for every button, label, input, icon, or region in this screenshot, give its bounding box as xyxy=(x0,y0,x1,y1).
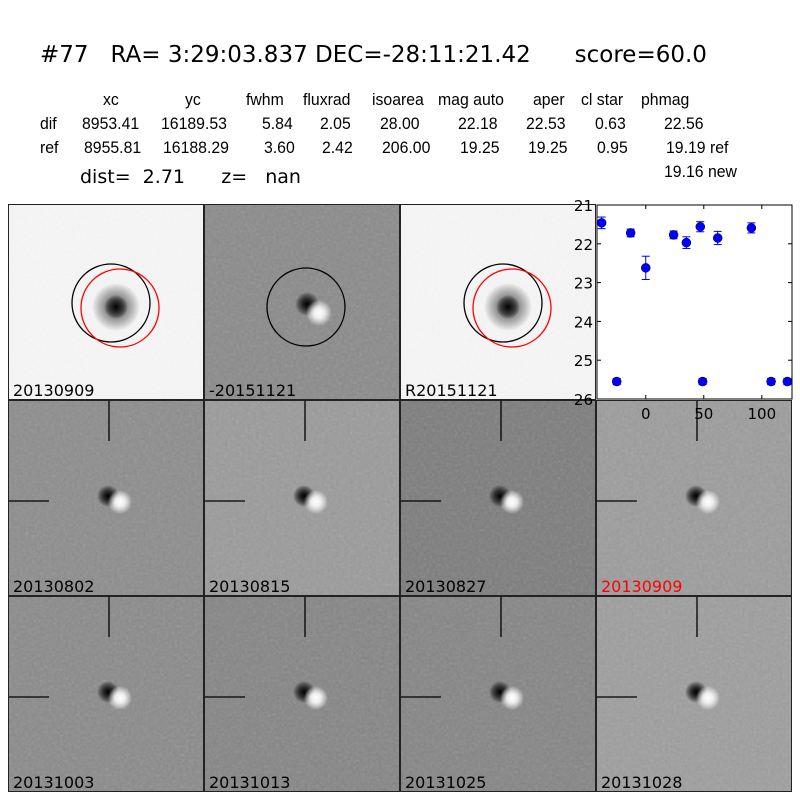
aperture-circle xyxy=(463,263,543,343)
cutout-image xyxy=(401,597,595,791)
column-header: cl star xyxy=(581,90,624,109)
data-point xyxy=(681,237,692,248)
table-cell: 16188.29 xyxy=(163,138,229,157)
table-cell: 19.19 ref xyxy=(666,138,729,157)
cutout-panel: 20131013 xyxy=(204,596,400,792)
cutout-panel: 20130827 xyxy=(400,400,596,596)
lightcurve-plot: 21 22 23 24 25 26 0 50 100 xyxy=(574,197,793,423)
table-cell: 8953.41 xyxy=(82,114,140,133)
table-cell: 22.18 xyxy=(458,114,498,133)
column-header: fluxrad xyxy=(303,90,351,109)
y-tick-label: 25 xyxy=(574,352,593,370)
cutout-image xyxy=(401,205,595,399)
table-cell: 19.25 xyxy=(528,138,568,157)
cutout-image xyxy=(9,597,203,791)
panel-date-label: 20131025 xyxy=(405,773,487,792)
cutout-panel: 20131003 xyxy=(8,596,204,792)
data-point xyxy=(668,230,679,240)
data-point xyxy=(697,376,708,387)
cutout-panel: 20131028 xyxy=(596,596,792,792)
cutout-image xyxy=(597,597,791,791)
y-tick-label: 23 xyxy=(574,275,593,293)
cutout-image xyxy=(205,401,399,595)
cutout-image xyxy=(401,401,595,595)
column-header: fwhm xyxy=(246,90,284,109)
phmag-new: 19.16 new xyxy=(664,162,737,181)
table-cell: 2.42 xyxy=(322,138,353,157)
data-point xyxy=(596,218,607,228)
column-header: isoarea xyxy=(372,90,424,109)
cutout-image xyxy=(597,401,791,595)
panel-date-label: 20131003 xyxy=(13,773,95,792)
table-cell: 2.05 xyxy=(320,114,351,133)
cutout-panel: 20130909 xyxy=(8,204,204,400)
table-cell: 206.00 xyxy=(382,138,431,157)
cutout-panel: 20131025 xyxy=(400,596,596,792)
y-tick-label: 21 xyxy=(574,197,593,215)
column-header: xc xyxy=(103,90,119,109)
data-point xyxy=(611,376,622,387)
table-cell: 3.60 xyxy=(264,138,295,157)
cutout-panel: -20151121 xyxy=(204,204,400,400)
data-point xyxy=(746,223,757,233)
table-cell: 19.25 xyxy=(460,138,500,157)
column-header: phmag xyxy=(641,90,690,109)
row-label: dif xyxy=(40,114,57,133)
figure-title: #77 RA= 3:29:03.837 DEC=-28:11:21.42 sco… xyxy=(40,42,707,68)
aperture-circle-red xyxy=(472,268,552,348)
panel-date-label: 20130815 xyxy=(209,577,291,596)
data-point xyxy=(695,221,706,232)
panel-date-label: 20130909 xyxy=(601,577,683,596)
table-cell: 0.63 xyxy=(595,114,626,133)
panel-date-label: 20131013 xyxy=(209,773,291,792)
cutout-panel: 20130815 xyxy=(204,400,400,596)
table-cell: 28.00 xyxy=(380,114,420,133)
table-cell: 0.95 xyxy=(597,138,628,157)
column-header: yc xyxy=(185,90,201,109)
data-point xyxy=(641,263,651,273)
panel-date-label: 20130909 xyxy=(13,381,95,400)
aperture-circle xyxy=(71,263,151,343)
table-cell: 5.84 xyxy=(262,114,293,133)
y-tick-label: 22 xyxy=(574,236,593,254)
data-point xyxy=(766,376,776,387)
cutout-image xyxy=(9,205,203,399)
data-point xyxy=(625,228,636,238)
table-cell: 22.53 xyxy=(526,114,566,133)
aperture-circle-red xyxy=(80,268,160,348)
cutout-image xyxy=(205,205,399,399)
y-tick-label: 26 xyxy=(574,391,593,409)
table-cell: 8955.81 xyxy=(84,138,142,157)
x-tick-label: 0 xyxy=(641,405,651,423)
dist-line: dist= 2.71 z= nan xyxy=(80,166,301,188)
row-label: ref xyxy=(40,138,59,157)
aperture-circle xyxy=(266,267,346,347)
table-cell: 22.56 xyxy=(664,114,704,133)
x-tick-label: 100 xyxy=(748,405,777,423)
panel-date-label: R20151121 xyxy=(405,381,498,400)
y-tick-label: 24 xyxy=(574,313,593,331)
column-header: aper xyxy=(533,90,565,109)
panel-date-label: 20130827 xyxy=(405,577,487,596)
column-header: mag auto xyxy=(438,90,504,109)
cutout-panel: 20130802 xyxy=(8,400,204,596)
panel-date-label: -20151121 xyxy=(209,381,297,400)
table-cell: 16189.53 xyxy=(161,114,227,133)
panel-date-label: 20131028 xyxy=(601,773,683,792)
data-point xyxy=(712,233,723,243)
panel-date-label: 20130802 xyxy=(13,577,95,596)
x-tick-label: 50 xyxy=(694,405,713,423)
cutout-image xyxy=(205,597,399,791)
cutout-panel: R20151121 xyxy=(400,204,596,400)
cutout-image xyxy=(9,401,203,595)
cutout-panel: 20130909 xyxy=(596,400,792,596)
data-point xyxy=(782,376,793,387)
